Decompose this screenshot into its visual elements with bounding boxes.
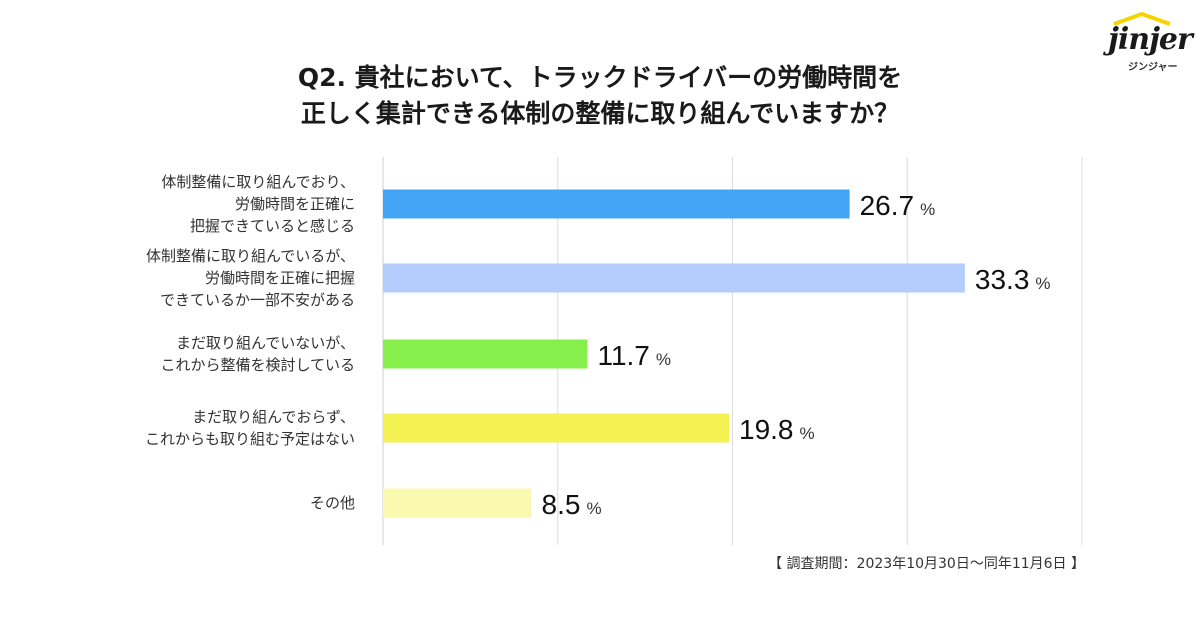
data-label: 26.7% xyxy=(860,190,936,221)
category-label-line: 労働時間を正確に xyxy=(234,195,355,213)
bar xyxy=(383,413,730,443)
category-label: 体制整備に取り組んでいるが、労働時間を正確に把握できているか一部不安がある xyxy=(25,245,355,311)
bar xyxy=(383,189,850,219)
category-label-line: これからも取り組む予定はない xyxy=(144,430,355,448)
category-label-line: これから整備を検討している xyxy=(160,356,355,374)
bar xyxy=(383,339,588,369)
category-label: まだ取り組んでおらず、これからも取り組む予定はない xyxy=(25,406,355,450)
category-label-line: その他 xyxy=(309,494,355,512)
category-label-line: まだ取り組んでいないが、 xyxy=(176,334,355,352)
category-label: まだ取り組んでいないが、これから整備を検討している xyxy=(25,332,355,376)
bar xyxy=(383,263,965,293)
category-label: その他 xyxy=(25,492,355,514)
jinjer-logo: jinjer ジンジャー xyxy=(1098,10,1193,73)
category-label-line: 把握できていると感じる xyxy=(189,217,355,235)
data-label: 33.3% xyxy=(975,264,1051,295)
title-line-2: 正しく集計できる体制の整備に取り組んでいますか？ xyxy=(300,99,900,128)
category-label-line: 体制整備に取り組んでおり、 xyxy=(161,173,355,191)
data-label: 19.8% xyxy=(739,414,815,445)
data-label: 11.7% xyxy=(597,340,671,371)
chart-title: Q2. 貴社において、トラックドライバーの労働時間を 正しく集計できる体制の整備… xyxy=(0,60,1200,132)
data-label: 8.5% xyxy=(542,489,602,520)
category-label-line: 労働時間を正確に把握 xyxy=(204,269,355,287)
category-label-line: 体制整備に取り組んでいるが、 xyxy=(146,247,355,265)
logo-roof-icon xyxy=(1113,12,1171,26)
logo-word: jinjer xyxy=(1108,22,1193,57)
title-line-1: Q2. 貴社において、トラックドライバーの労働時間を xyxy=(297,63,903,92)
logo-kana: ジンジャー xyxy=(1128,62,1178,73)
survey-period-note: 【 調査期間：2023年10月30日〜同年11月6日 】 xyxy=(768,556,1085,572)
bar xyxy=(383,488,532,518)
category-label-line: できているか一部不安がある xyxy=(159,291,355,309)
category-label: 体制整備に取り組んでおり、労働時間を正確に把握できていると感じる xyxy=(25,171,355,237)
category-label-line: まだ取り組んでおらず、 xyxy=(192,408,355,426)
